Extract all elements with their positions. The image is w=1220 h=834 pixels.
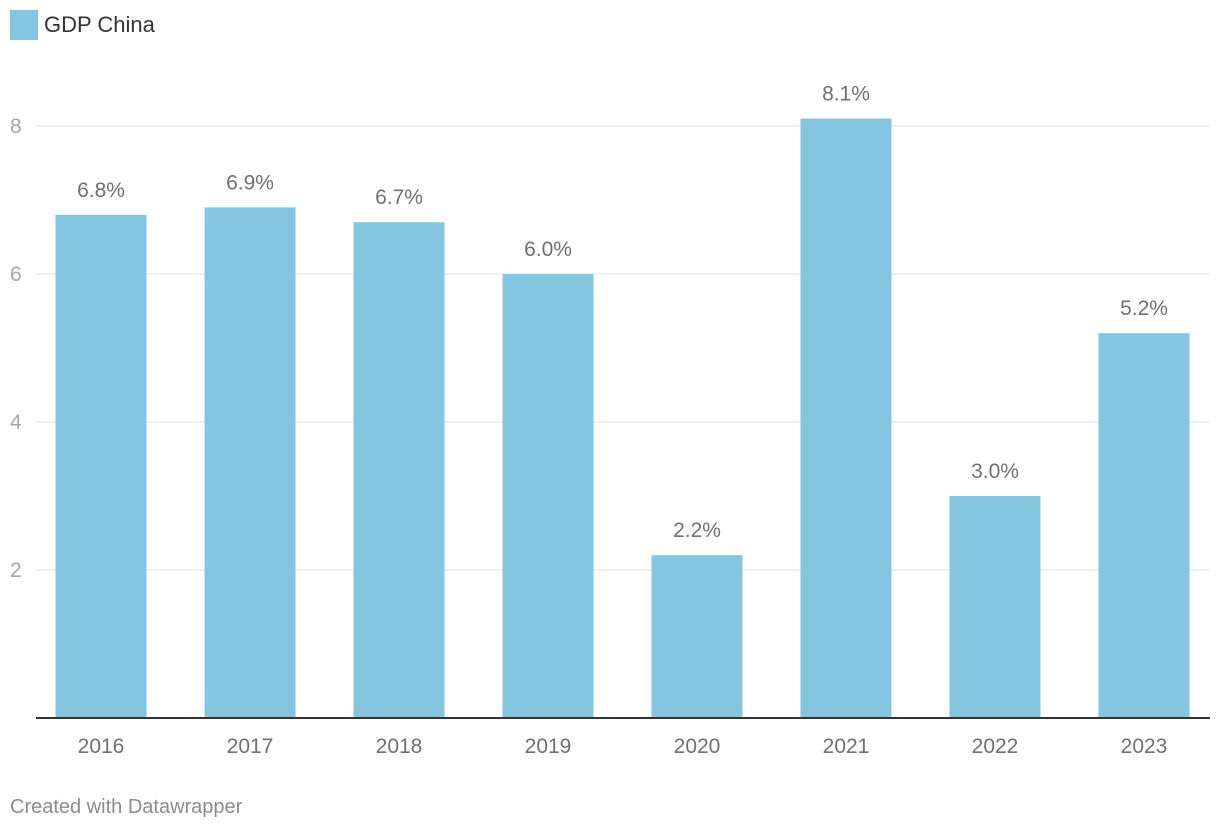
bar-2017 [204, 207, 296, 718]
footer-credit: Created with Datawrapper [10, 796, 243, 818]
data-label: 5.2% [1120, 297, 1168, 320]
bar-2018 [353, 222, 445, 718]
y-tick-label: 6 [10, 263, 22, 286]
x-tick-label: 2021 [823, 735, 870, 758]
bar-2023 [1098, 333, 1190, 718]
x-tick-label: 2016 [78, 735, 125, 758]
bar-2020 [651, 555, 743, 718]
data-labels: 6.8% 6.9% 6.7% 6.0% 2.2% 8.1% 3.0% 5.2% [77, 83, 1168, 543]
x-tick-label: 2023 [1121, 735, 1168, 758]
data-label: 2.2% [673, 519, 721, 542]
bar-2019 [502, 274, 594, 718]
legend-label: GDP China [44, 12, 155, 37]
legend-swatch [10, 10, 38, 40]
legend: GDP China [10, 10, 155, 40]
y-tick-label: 8 [10, 115, 22, 138]
bar-2021 [800, 118, 892, 719]
axis-ticks: 2 4 6 8 2016 2017 2018 2019 2020 2021 2022 2023 [10, 115, 1167, 758]
x-tick-label: 2019 [525, 735, 572, 758]
bar-2016 [55, 214, 147, 719]
data-label: 6.8% [77, 179, 125, 202]
bars [55, 118, 1190, 719]
y-tick-label: 4 [10, 411, 22, 434]
x-tick-label: 2020 [674, 735, 721, 758]
x-tick-label: 2018 [376, 735, 423, 758]
data-label: 6.0% [524, 238, 572, 261]
data-label: 6.9% [226, 171, 274, 194]
x-tick-label: 2017 [227, 735, 274, 758]
data-label: 3.0% [971, 460, 1019, 483]
x-tick-label: 2022 [972, 735, 1019, 758]
data-label: 6.7% [375, 186, 423, 209]
y-tick-label: 2 [10, 559, 22, 582]
bar-2022 [949, 496, 1041, 718]
data-label: 8.1% [822, 83, 870, 106]
